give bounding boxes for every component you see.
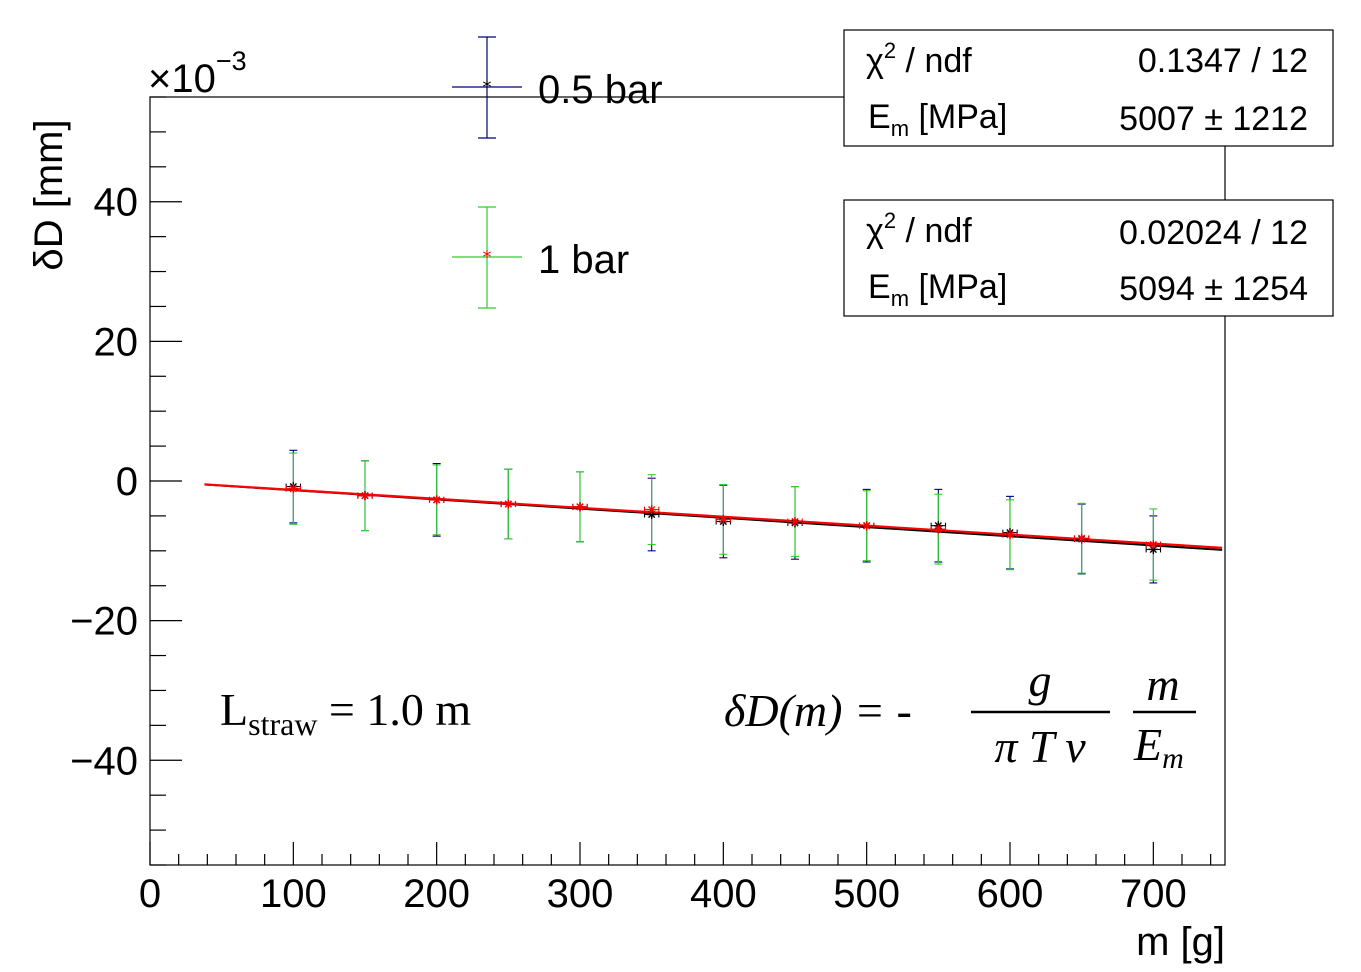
x-tick-label: 400 xyxy=(690,872,757,916)
y-tick-label: −40 xyxy=(70,739,138,783)
axis-ticks xyxy=(149,96,1212,866)
fit-lines xyxy=(204,483,1223,551)
formula-num-2: m xyxy=(1146,659,1179,710)
stat-box-0-chi2-label: χ2 / ndf xyxy=(866,38,972,80)
legend-entry-1: * 1 bar xyxy=(452,206,629,309)
x-tick-label: 200 xyxy=(403,872,470,916)
y-exponent-power: −3 xyxy=(216,46,247,76)
stat-box-1-chi2-value: 0.02024 / 12 xyxy=(1119,214,1308,252)
stat-box-0-em-label: Em [MPa] xyxy=(868,98,1007,141)
data-markers xyxy=(288,482,1158,554)
stat-box-0-chi2-value: 0.1347 / 12 xyxy=(1138,42,1308,80)
x-tick-label: 0 xyxy=(139,872,161,916)
data-point xyxy=(1005,530,1015,540)
y-tick-label: 40 xyxy=(94,181,139,225)
axis-tick-labels: 0 100 200 300 400 500 600 700 −40 −20 0 20 40 xyxy=(70,181,1187,916)
y-tick-label: 0 xyxy=(116,460,138,504)
legend-marker-0: * xyxy=(483,77,492,98)
legend: * 0.5 bar * 1 bar xyxy=(452,36,663,309)
fit-line-1 xyxy=(204,483,1223,549)
x-tick-label: 500 xyxy=(833,872,900,916)
stat-box-1: χ2 / ndf 0.02024 / 12 Em [MPa] 5094 ± 12… xyxy=(843,199,1334,317)
straw-length-annotation: Lstraw = 1.0 m xyxy=(220,684,471,742)
y-tick-label: 20 xyxy=(94,320,139,364)
data-point xyxy=(647,505,657,515)
formula-lhs: δD(m) = - xyxy=(724,685,912,736)
data-point xyxy=(718,514,728,524)
data-point xyxy=(575,502,585,512)
data-point xyxy=(1077,533,1087,543)
stat-box-0: χ2 / ndf 0.1347 / 12 Em [MPa] 5007 ± 121… xyxy=(843,29,1334,147)
data-point xyxy=(360,491,370,501)
stat-box-1-em-label: Em [MPa] xyxy=(868,268,1007,311)
legend-marker-1: * xyxy=(483,247,492,268)
stat-box-0-em-value: 5007 ± 1212 xyxy=(1119,100,1308,138)
formula-annotation: δD(m) = - g π T ν m Em xyxy=(724,655,1196,775)
data-point xyxy=(1148,540,1158,550)
y-exponent: ×10−3 xyxy=(148,46,247,101)
formula-num-1: g xyxy=(1029,655,1052,706)
x-axis-title: m [g] xyxy=(1136,920,1225,964)
x-tick-label: 700 xyxy=(1120,872,1187,916)
stat-box-1-chi2-label: χ2 / ndf xyxy=(866,208,972,250)
legend-label-0: 0.5 bar xyxy=(538,68,663,112)
data-point xyxy=(790,516,800,526)
legend-entry-0: * 0.5 bar xyxy=(452,36,663,139)
data-point xyxy=(503,499,513,509)
data-point xyxy=(933,524,943,534)
data-point xyxy=(862,521,872,531)
legend-label-1: 1 bar xyxy=(538,238,629,282)
x-tick-label: 300 xyxy=(547,872,614,916)
x-tick-label: 100 xyxy=(260,872,327,916)
x-tick-label: 600 xyxy=(977,872,1044,916)
y-axis-title: δD [mm] xyxy=(27,119,71,270)
formula-den-2: Em xyxy=(1133,719,1184,775)
data-point xyxy=(432,495,442,505)
data-point xyxy=(288,484,298,494)
y-exponent-base: ×10 xyxy=(148,57,216,101)
stat-box-1-em-value: 5094 ± 1254 xyxy=(1119,270,1308,308)
y-tick-label: −20 xyxy=(70,600,138,644)
formula-den-1: π T ν xyxy=(994,721,1086,772)
